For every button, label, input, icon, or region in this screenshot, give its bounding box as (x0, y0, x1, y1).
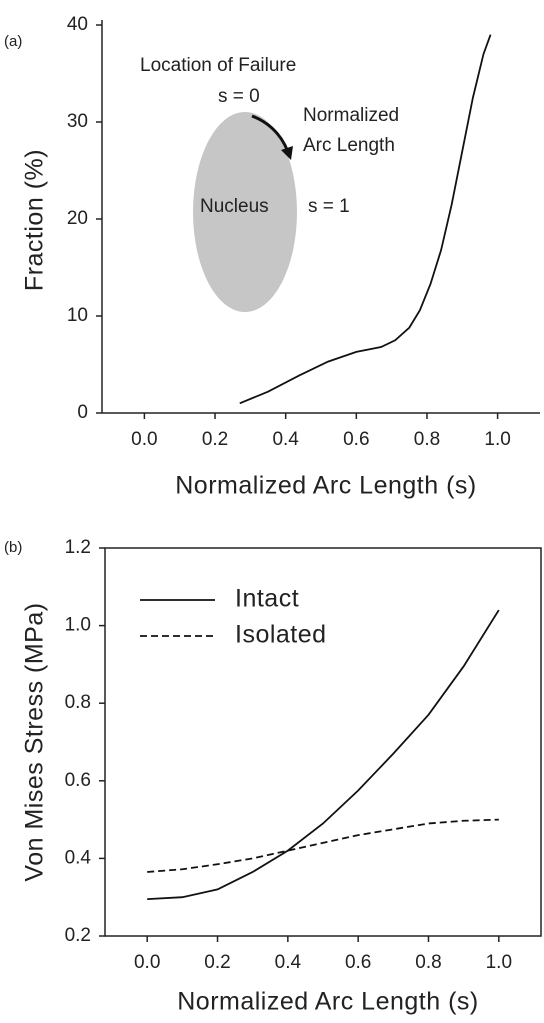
x-axis-title: Normalized Arc Length (s) (177, 988, 479, 1016)
x-tick-label: 0.0 (134, 952, 160, 973)
x-tick-label: 0.8 (415, 952, 441, 973)
y-axis-title: Fraction (%) (21, 149, 49, 291)
x-tick-label: 0.8 (414, 429, 440, 450)
panel-label: (a) (4, 33, 22, 50)
x-tick-label: 0.6 (345, 952, 371, 973)
data-line (239, 34, 492, 405)
x-tick-label: 0.2 (204, 952, 230, 973)
y-tick-label: 0.2 (65, 925, 91, 946)
x-tick-label: 0.0 (131, 429, 157, 450)
data-line (147, 818, 499, 873)
annotation: Normalized (303, 105, 399, 126)
arrow-head (281, 146, 293, 160)
x-tick-label: 0.2 (202, 429, 228, 450)
data-line (147, 609, 500, 901)
y-axis-title: Von Mises Stress (MPa) (21, 602, 49, 881)
x-tick-label: 0.4 (272, 429, 299, 450)
annotation: Location of Failure (140, 55, 296, 76)
arrow (251, 114, 290, 153)
panel-label: (b) (4, 539, 22, 556)
x-tick-label: 0.6 (343, 429, 369, 450)
y-tick-label: 1.0 (65, 615, 91, 636)
y-tick-label: 0.6 (65, 770, 91, 791)
annotation: s = 1 (308, 196, 350, 217)
y-tick-label: 0.4 (65, 847, 92, 868)
y-tick-label: 0.8 (65, 692, 91, 713)
legend-label: Isolated (235, 621, 327, 649)
y-tick-label: 1.2 (65, 537, 91, 558)
annotation: s = 0 (218, 86, 260, 107)
x-tick-label: 0.4 (275, 952, 302, 973)
y-tick-label: 30 (67, 111, 88, 132)
y-tick-label: 20 (67, 208, 88, 229)
y-tick-label: 0 (77, 402, 88, 423)
x-axis-title: Normalized Arc Length (s) (175, 472, 477, 500)
y-tick-label: 40 (67, 14, 88, 35)
plot-frame (104, 547, 542, 937)
x-tick-label: 1.0 (486, 952, 512, 973)
y-tick-label: 10 (67, 305, 88, 326)
annotation: Arc Length (303, 135, 395, 156)
legend-label: Intact (235, 585, 299, 613)
nucleus-shape (193, 112, 297, 312)
x-tick-label: 1.0 (484, 429, 510, 450)
annotation: Nucleus (200, 196, 269, 217)
